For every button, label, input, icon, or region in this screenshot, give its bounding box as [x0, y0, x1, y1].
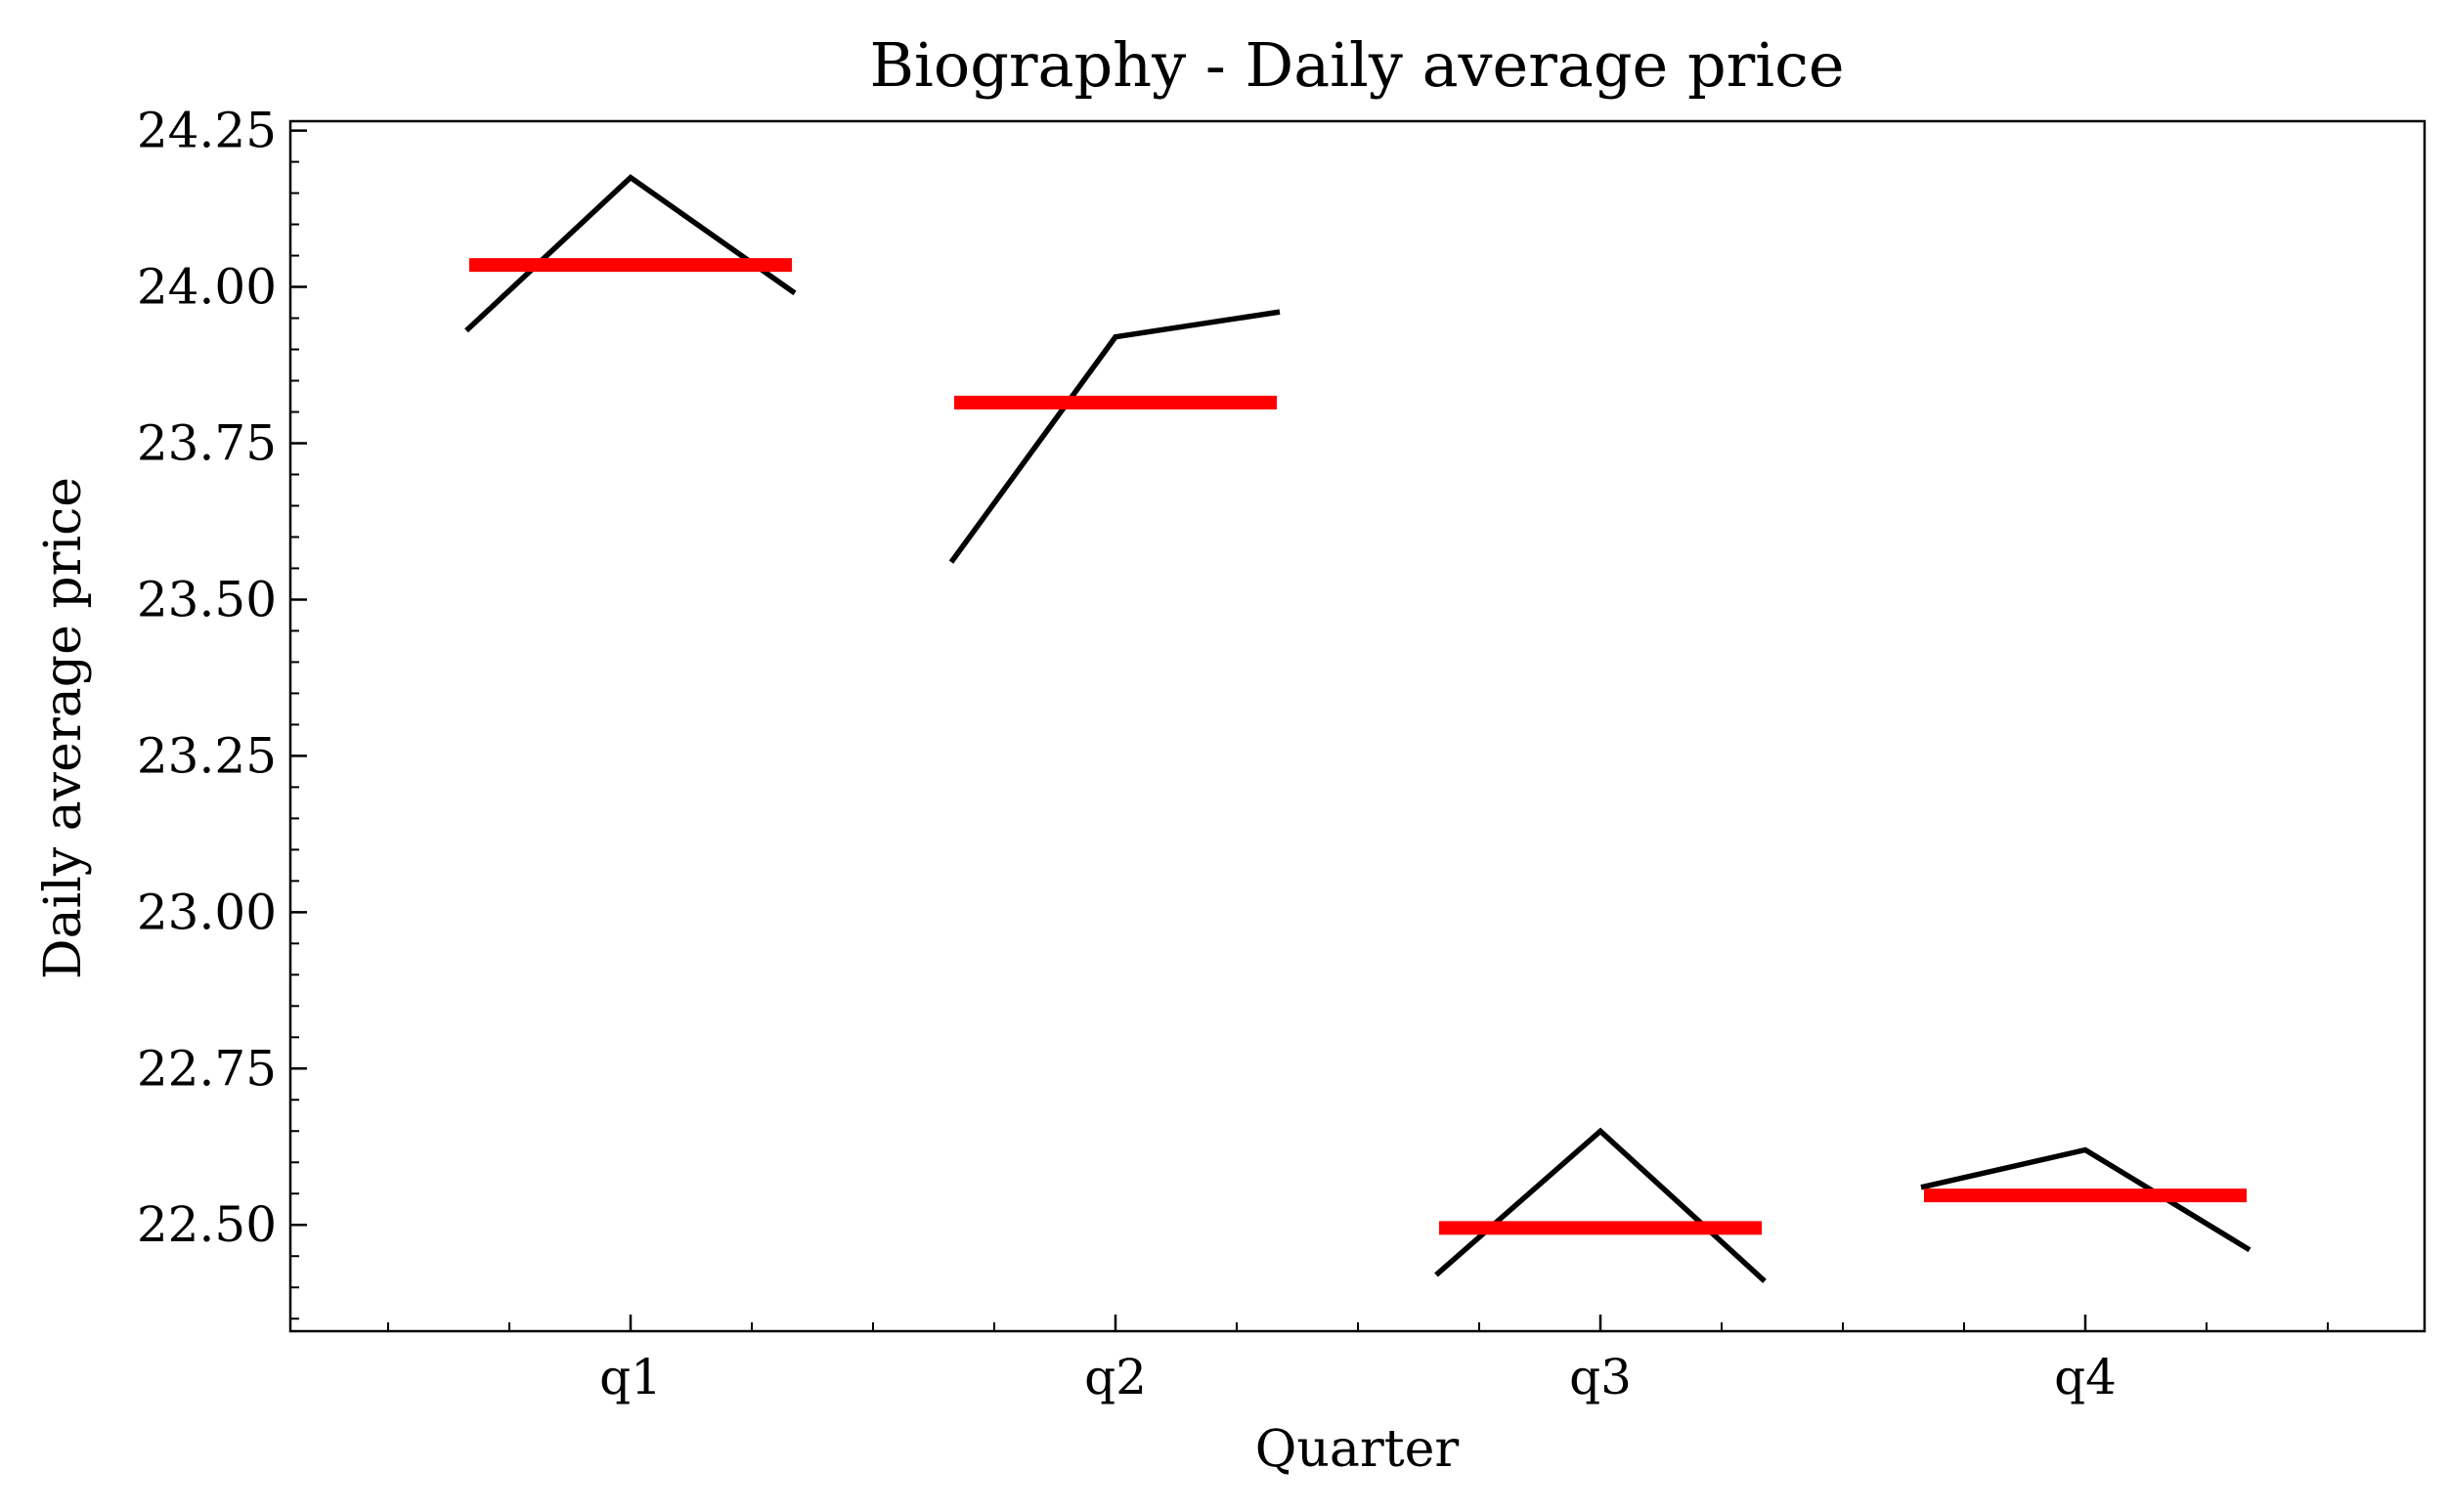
- x-axis-label: Quarter: [1255, 1420, 1460, 1479]
- x-tick-label: q1: [599, 1349, 662, 1405]
- chart-title: Biography - Daily average price: [869, 29, 1844, 101]
- y-tick-label: 23.25: [137, 727, 277, 784]
- y-tick-label: 22.75: [137, 1040, 277, 1097]
- y-tick-label: 24.00: [137, 259, 277, 316]
- plot-frame: [288, 119, 2427, 1333]
- y-tick-label: 23.00: [137, 884, 277, 940]
- series-line-q3: [1434, 1127, 1767, 1283]
- series-line-q1: [464, 174, 797, 333]
- series-line-q4: [1920, 1146, 2252, 1253]
- y-tick-label: 24.25: [137, 103, 277, 159]
- marks-layer: [464, 174, 2252, 1283]
- y-axis-label: Daily average price: [34, 477, 93, 979]
- y-tick-label: 22.50: [137, 1196, 277, 1253]
- series-line-q2: [948, 309, 1281, 564]
- x-tick-label: q3: [1569, 1349, 1632, 1405]
- y-tick-label: 23.50: [137, 571, 277, 627]
- ticks-layer: 22.50 22.75 23.00 23.25 23.50 23.75 24.00 24.25…: [137, 103, 2329, 1405]
- y-tick-label: 23.75: [137, 414, 277, 471]
- x-tick-label: q4: [2054, 1349, 2117, 1405]
- x-tick-label: q2: [1084, 1349, 1147, 1405]
